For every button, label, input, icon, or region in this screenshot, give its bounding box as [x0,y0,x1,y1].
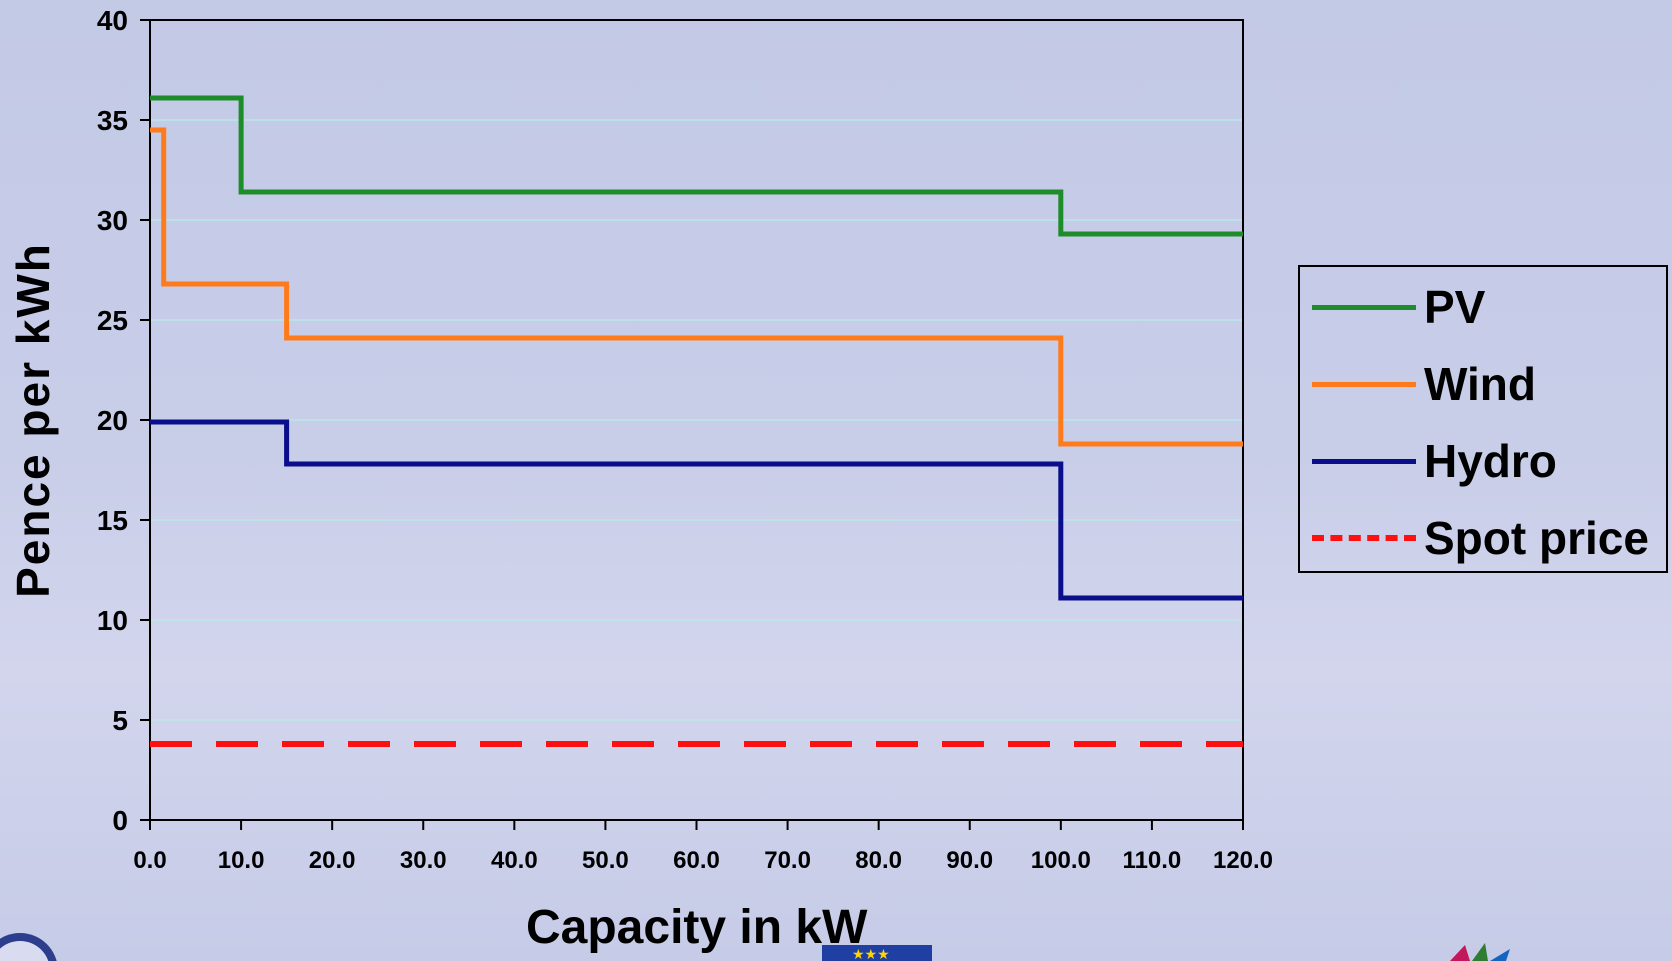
legend-swatch [1312,304,1416,310]
y-tick-label: 20 [97,405,128,436]
legend-label: Wind [1424,358,1536,410]
x-tick-label: 80.0 [855,847,902,874]
x-tick-label: 70.0 [764,847,811,874]
legend-swatch [1312,458,1416,464]
y-tick-label: 15 [97,505,128,536]
x-tick-label: 10.0 [218,847,265,874]
y-tick-label: 5 [112,705,128,736]
series-line-hydro [150,419,1243,601]
grid-lines [150,119,1243,721]
legend-swatch [1312,381,1416,387]
x-tick-label: 90.0 [946,847,993,874]
x-tick-label: 30.0 [400,847,447,874]
legend: PV Wind Hydro Spot price [1298,265,1668,573]
legend-item-hydro: Hydro [1312,431,1557,491]
legend-label: PV [1424,281,1486,333]
x-tick-label: 50.0 [582,847,629,874]
tick-labels: 0 5 10 15 20 25 30 35 40 0.0 10.0 20.0 30.0 40.0 50.0 6… [97,5,1273,874]
eu-flag-logo: ★★★ [822,945,932,961]
legend-item-pv: PV [1312,277,1485,337]
x-tick-label: 110.0 [1123,847,1182,874]
x-tick-label: 60.0 [673,847,720,874]
series-line-pv [150,95,1243,237]
x-tick-label: 20.0 [309,847,356,874]
legend-label: Hydro [1424,435,1557,487]
svg-text:★★★: ★★★ [852,947,890,961]
x-tick-label: 120.0 [1213,847,1273,874]
legend-item-spot-price: Spot price [1312,508,1649,568]
y-tick-label: 10 [97,605,128,636]
y-tick-label: 0 [112,805,128,836]
legend-item-wind: Wind [1312,354,1536,414]
left-logo [0,933,57,961]
series-lines [150,95,1243,747]
legend-label: Spot price [1424,512,1649,564]
y-tick-label: 40 [97,5,128,36]
x-tick-label: 0.0 [133,847,166,874]
y-tick-label: 30 [97,205,128,236]
x-axis-label: Capacity in kW [526,901,868,954]
x-tick-label: 100.0 [1031,847,1091,874]
y-axis-label: Pence per kWh [7,242,59,598]
series-line-wind [150,127,1243,447]
legend-swatch [1312,535,1416,541]
x-tick-label: 40.0 [491,847,538,874]
y-tick-label: 25 [97,305,128,336]
right-logo [1450,943,1510,961]
axes [140,19,1244,830]
y-tick-label: 35 [97,105,128,136]
